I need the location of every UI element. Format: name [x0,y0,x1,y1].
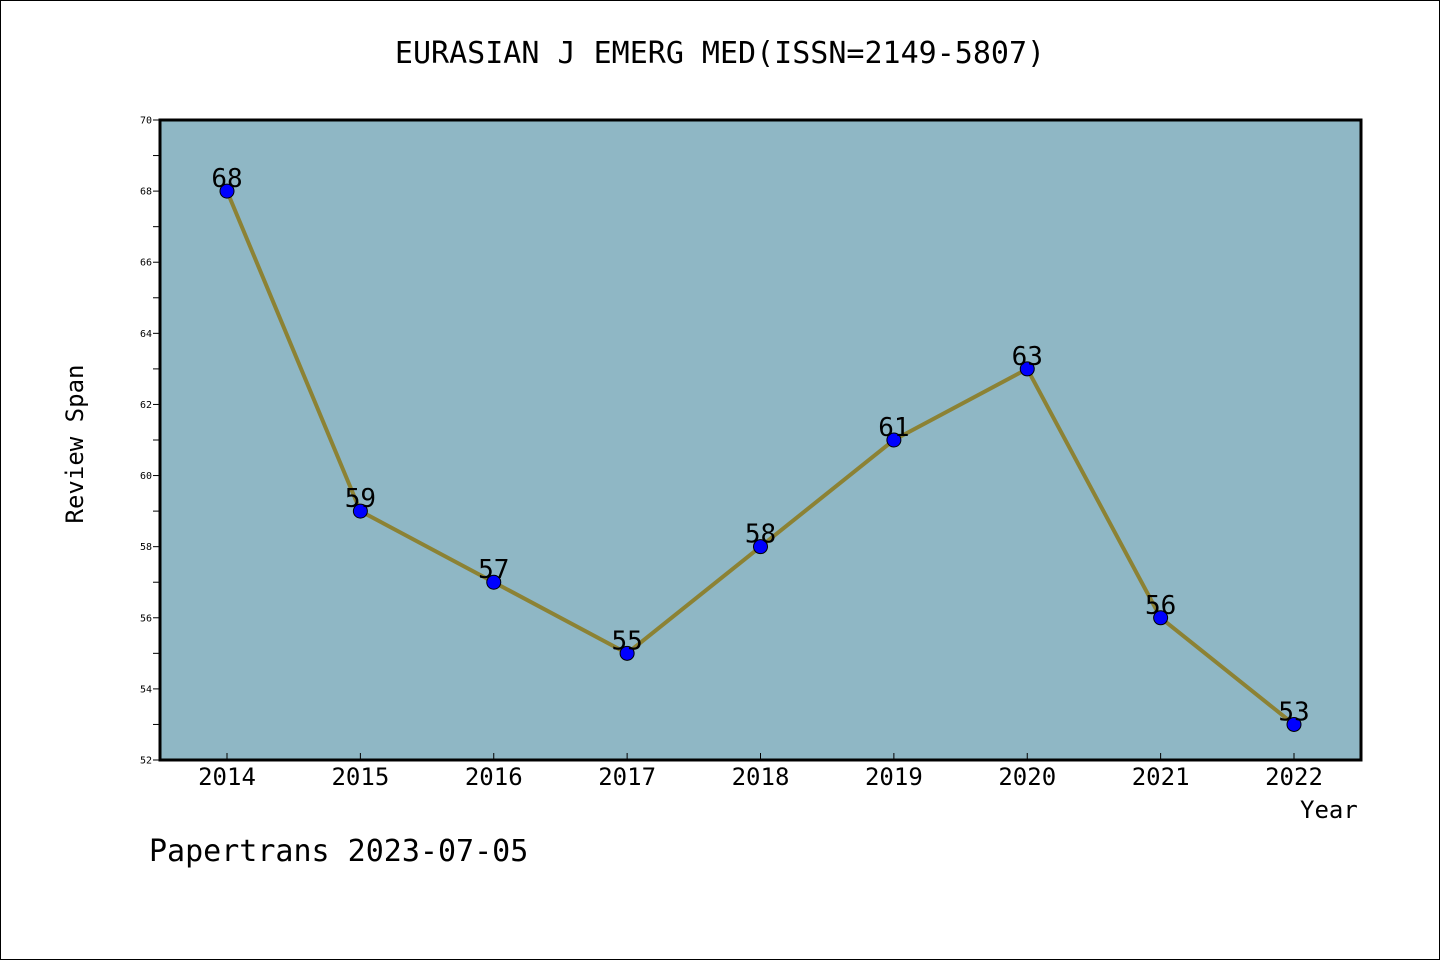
x-tick-label: 2017 [598,763,656,791]
data-label: 58 [745,520,776,550]
x-tick-label: 2022 [1265,763,1323,791]
y-tick-label: 66 [140,258,152,269]
data-point [619,645,635,661]
data-label: 56 [1145,591,1176,621]
y-tick-label: 54 [140,684,152,695]
y-tick-label: 62 [140,400,152,411]
plot-area [160,120,1361,760]
y-tick-label: 52 [140,756,152,767]
data-label: 55 [611,626,642,656]
data-label: 59 [345,484,376,514]
data-point [1153,610,1169,626]
data-point [486,574,502,590]
x-tick-label: 2020 [998,763,1056,791]
data-label: 63 [1012,342,1043,372]
x-tick-label: 2021 [1132,763,1190,791]
y-tick-label: 56 [140,613,152,624]
x-tick-label: 2019 [865,763,923,791]
y-tick-label: 68 [140,187,152,198]
data-point [886,432,902,448]
y-tick-label: 60 [140,471,152,482]
y-tick-label: 64 [140,329,152,340]
x-axis: 2014 2015 2016 2017 2018 2019 2020 2021 2022 [198,753,1323,791]
x-tick-label: 2016 [465,763,523,791]
y-tick-label: 70 [140,116,152,127]
x-tick-label: 2015 [331,763,389,791]
data-label: 68 [211,164,242,194]
x-tick-label: 2014 [198,763,256,791]
data-label: 57 [478,555,509,585]
x-tick-label: 2018 [732,763,790,791]
data-point [352,503,368,519]
data-point [1286,716,1302,732]
y-axis: 52 54 56 58 60 62 64 66 68 70 [140,116,159,767]
data-point [219,183,235,199]
data-point [753,539,768,555]
series-group: 68 59 57 55 58 61 63 56 53 [211,164,1310,732]
plot-border [158,118,1363,762]
x-axis-label: Year [1300,796,1358,824]
data-label: 53 [1278,697,1309,727]
chart-title: EURASIAN J EMERG MED(ISSN=2149-5807) [394,36,1046,71]
watermark-text: Papertrans 2023-07-05 [149,834,529,869]
y-tick-label: 58 [140,542,152,553]
data-point [1019,361,1035,377]
data-label: 61 [878,413,909,443]
